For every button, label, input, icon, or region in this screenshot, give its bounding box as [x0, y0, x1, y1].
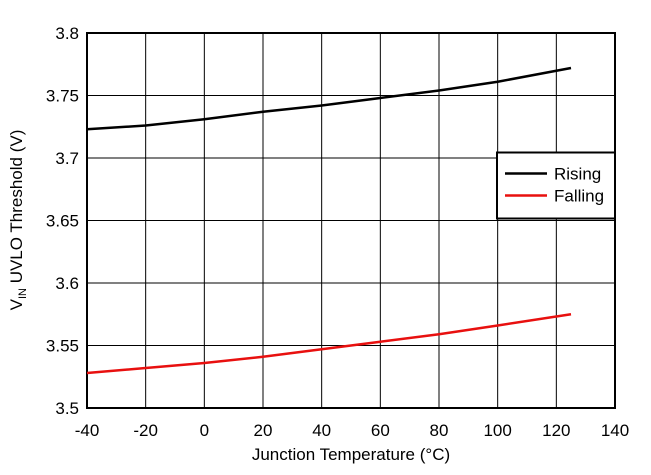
x-tick-label: -20 — [133, 421, 158, 440]
legend-box — [496, 151, 616, 220]
data-line — [86, 313, 572, 375]
x-axis-label: Junction Temperature (°C) — [252, 445, 450, 464]
legend-label: Falling — [554, 187, 604, 206]
y-tick-label: 3.55 — [46, 337, 79, 356]
y-label-main: V — [7, 298, 26, 310]
legend-label: Rising — [554, 165, 601, 184]
y-tick-label: 3.75 — [46, 87, 79, 106]
x-tick-label: 80 — [430, 421, 449, 440]
x-tick-label: 140 — [601, 421, 629, 440]
plot-frame — [86, 32, 616, 409]
y-tick-label: 3.5 — [55, 399, 79, 418]
y-tick-label: 3.7 — [55, 149, 79, 168]
y-tick-label: 3.6 — [55, 274, 79, 293]
y-label-sub: IN — [17, 288, 29, 299]
x-tick-label: 40 — [312, 421, 331, 440]
x-tick-label: 120 — [542, 421, 570, 440]
y-tick-label: 3.8 — [55, 24, 79, 43]
y-axis-label: VIN UVLO Threshold (V) — [7, 130, 29, 311]
x-tick-label: 0 — [200, 421, 209, 440]
x-tick-label: 20 — [254, 421, 273, 440]
y-tick-label: 3.65 — [46, 212, 79, 231]
data-line — [86, 66, 572, 131]
x-tick-label: -40 — [75, 421, 100, 440]
x-tick-label: 100 — [483, 421, 511, 440]
y-label-rest: UVLO Threshold (V) — [7, 130, 26, 288]
x-tick-label: 60 — [371, 421, 390, 440]
